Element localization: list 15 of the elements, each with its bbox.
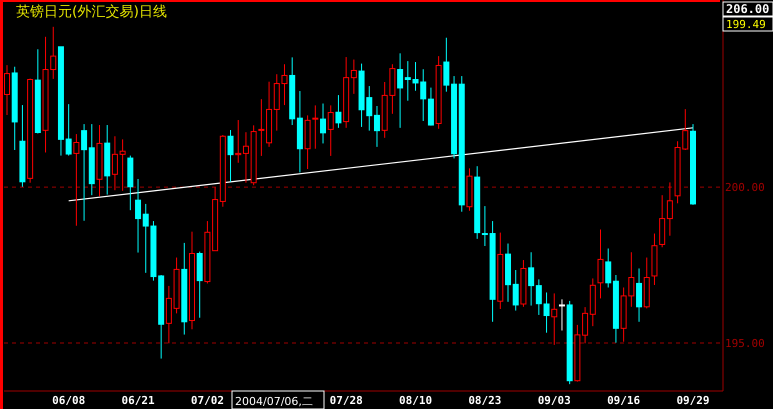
text: 199.49: [726, 18, 766, 31]
x-tick-label: 06/08: [52, 394, 86, 407]
x-tick-label: 07/28: [330, 394, 363, 407]
chart-title: 英镑日元(外汇交易)日线: [16, 4, 167, 20]
text: 2004/07/06,二: [235, 395, 313, 408]
x-tick-label: 09/29: [676, 394, 710, 407]
y-tick-label: 206.00: [726, 2, 770, 16]
y-tick-label: 195.00: [725, 336, 765, 350]
x-tick-label: 09/03: [538, 394, 571, 407]
x-tick-label: 09/16: [607, 394, 641, 407]
x-tick-label: 06/21: [121, 394, 155, 407]
x-tick-label: 07/02: [190, 394, 224, 407]
y-tick-label: 200.00: [725, 180, 765, 194]
x-tick-label: 08/10: [398, 394, 432, 407]
x-tick-label: 08/23: [468, 394, 502, 407]
